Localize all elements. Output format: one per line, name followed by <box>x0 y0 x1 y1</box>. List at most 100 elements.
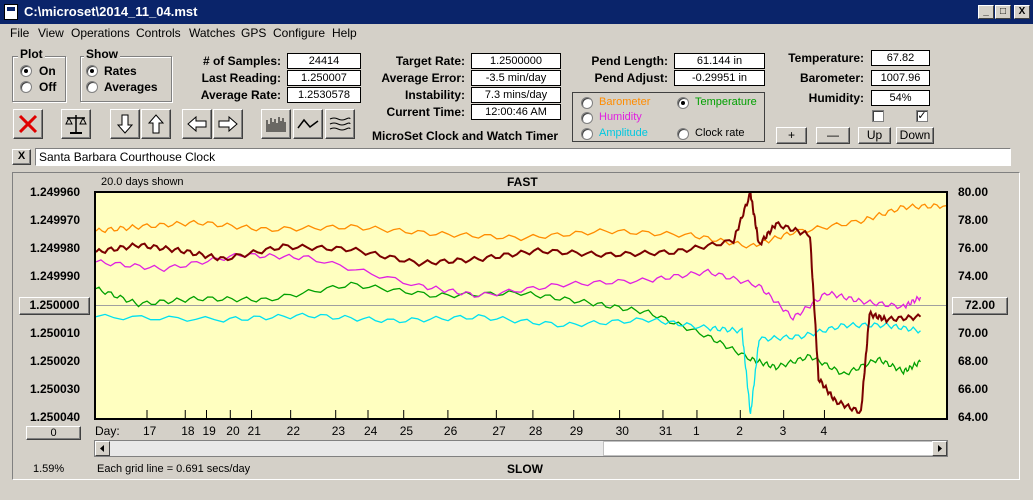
center-value-button[interactable]: 1.250000 <box>19 297 90 315</box>
target-rate-field[interactable]: 1.2500000 <box>471 53 561 69</box>
day-tick-label: 18 <box>181 424 195 438</box>
menu-watches[interactable]: Watches <box>189 26 236 40</box>
legend-clock-rate-radio[interactable] <box>677 128 689 140</box>
balance-icon-button[interactable] <box>61 109 91 139</box>
plot-group <box>12 56 66 102</box>
average-rate-label: Average Rate: <box>200 88 281 102</box>
instability-field: 7.3 mins/day <box>471 87 561 103</box>
left-axis-tick: 1.249960 <box>30 185 81 199</box>
zoom-out-button[interactable]: — <box>816 127 850 144</box>
right-axis-tick: 64.00 <box>958 410 989 424</box>
right-axis-tick: 80.00 <box>958 185 989 199</box>
menu-gps[interactable]: GPS <box>241 26 267 40</box>
series-legend: Barometer Temperature Humidity Amplitude… <box>572 92 765 142</box>
slow-label: SLOW <box>507 462 543 476</box>
up-arrow-button[interactable] <box>141 109 171 139</box>
show-averages-label: Averages <box>104 80 158 94</box>
instability-label: Instability: <box>404 88 465 102</box>
show-env-checkbox-1[interactable] <box>872 110 884 122</box>
multi-line-view-button[interactable] <box>325 109 355 139</box>
zero-button[interactable]: 0 <box>26 426 81 440</box>
legend-clock-rate-label: Clock rate <box>695 127 745 139</box>
menu-controls[interactable]: Controls <box>136 26 181 40</box>
show-rates-label: Rates <box>104 64 137 78</box>
right-axis-tick: 66.00 <box>958 381 989 396</box>
clear-description-button[interactable]: X <box>12 149 31 165</box>
bars-icon <box>266 117 286 132</box>
scroll-left-arrow[interactable] <box>95 441 110 456</box>
multi-wave-icon <box>329 117 351 131</box>
legend-temperature-label: Temperature <box>695 96 757 108</box>
horizontal-scrollbar[interactable] <box>94 440 948 457</box>
day-tick-label: 22 <box>286 424 300 438</box>
show-env-checkbox-2[interactable]: ✓ <box>916 110 928 122</box>
left-arrow-button[interactable] <box>182 109 212 139</box>
humidity-field: 54% <box>871 90 930 106</box>
pend-length-field[interactable]: 61.144 in <box>674 53 765 69</box>
menu-help[interactable]: Help <box>332 26 357 40</box>
show-rates-radio[interactable] <box>86 65 98 77</box>
plot-on-radio[interactable] <box>20 65 32 77</box>
barometer-field: 1007.96 <box>871 70 930 86</box>
target-rate-label: Target Rate: <box>395 54 465 68</box>
menu-operations[interactable]: Operations <box>71 26 130 40</box>
clear-icon-button[interactable] <box>13 109 43 139</box>
samples-label: # of Samples: <box>202 54 281 68</box>
description-field[interactable]: Santa Barbara Courthouse Clock <box>35 148 1011 166</box>
zoom-in-button[interactable]: + <box>776 127 807 144</box>
menu-configure[interactable]: Configure <box>273 26 326 40</box>
left-axis-tick: 1.249980 <box>30 241 81 256</box>
day-tick-label: 25 <box>399 424 414 438</box>
day-tick-label: 2 <box>736 424 743 438</box>
temperature-field: 67.82 <box>871 50 930 66</box>
menu-view[interactable]: View <box>38 26 64 40</box>
right-axis-tick: 68.00 <box>958 353 989 368</box>
arrow-down-icon <box>116 114 134 134</box>
minimize-button[interactable]: _ <box>978 5 994 19</box>
legend-amplitude-radio[interactable] <box>581 128 593 140</box>
down-arrow-button[interactable] <box>110 109 140 139</box>
legend-barometer-label: Barometer <box>599 96 651 108</box>
humidity-label: Humidity: <box>808 91 864 105</box>
chart-panel <box>12 172 1020 480</box>
right-center-button[interactable]: 72.00 <box>952 297 1008 315</box>
pend-adjust-label: Pend Adjust: <box>594 71 668 85</box>
maximize-button[interactable]: □ <box>995 5 1011 19</box>
day-tick-label: 26 <box>443 424 458 438</box>
legend-barometer-radio[interactable] <box>581 97 593 109</box>
percent-label: 1.59% <box>33 463 65 475</box>
scroll-down-button[interactable]: Down <box>896 127 934 144</box>
days-shown-label: 20.0 days shown <box>101 176 184 188</box>
app-icon <box>4 4 18 20</box>
plot-off-radio[interactable] <box>20 81 32 93</box>
samples-field: 24414 <box>287 53 361 69</box>
fast-label: FAST <box>507 175 538 189</box>
series-line-clock-rate <box>95 189 922 414</box>
show-averages-radio[interactable] <box>86 81 98 93</box>
balance-scale-icon <box>65 115 87 134</box>
barometer-label: Barometer: <box>799 71 864 85</box>
scroll-up-button[interactable]: Up <box>858 127 891 144</box>
legend-humidity-radio[interactable] <box>581 112 593 124</box>
left-axis-tick: 1.250020 <box>30 353 81 368</box>
plot-group-title: Plot <box>18 47 45 61</box>
close-button[interactable]: X <box>1014 5 1030 19</box>
arrow-left-icon <box>187 115 207 133</box>
plot-on-label: On <box>39 64 56 78</box>
line-view-button[interactable] <box>293 109 323 139</box>
last-reading-field: 1.250007 <box>287 70 361 86</box>
left-axis-tick: 1.250040 <box>30 410 81 424</box>
pend-adjust-field[interactable]: -0.29951 in <box>674 70 765 86</box>
day-tick-label: 31 <box>658 424 673 438</box>
menu-file[interactable]: File <box>10 26 30 40</box>
grid-note-label: Each grid line = 0.691 secs/day <box>97 463 251 475</box>
scroll-left-icon <box>100 445 104 452</box>
day-tick-label: 29 <box>569 424 584 438</box>
legend-temperature-radio[interactable] <box>677 97 689 109</box>
scroll-right-arrow[interactable] <box>932 441 947 456</box>
day-axis-label: Day: <box>95 424 120 438</box>
scroll-thumb[interactable] <box>603 441 933 456</box>
bars-view-button[interactable] <box>261 109 291 139</box>
right-arrow-button[interactable] <box>213 109 243 139</box>
series-line-humidity <box>95 252 922 322</box>
